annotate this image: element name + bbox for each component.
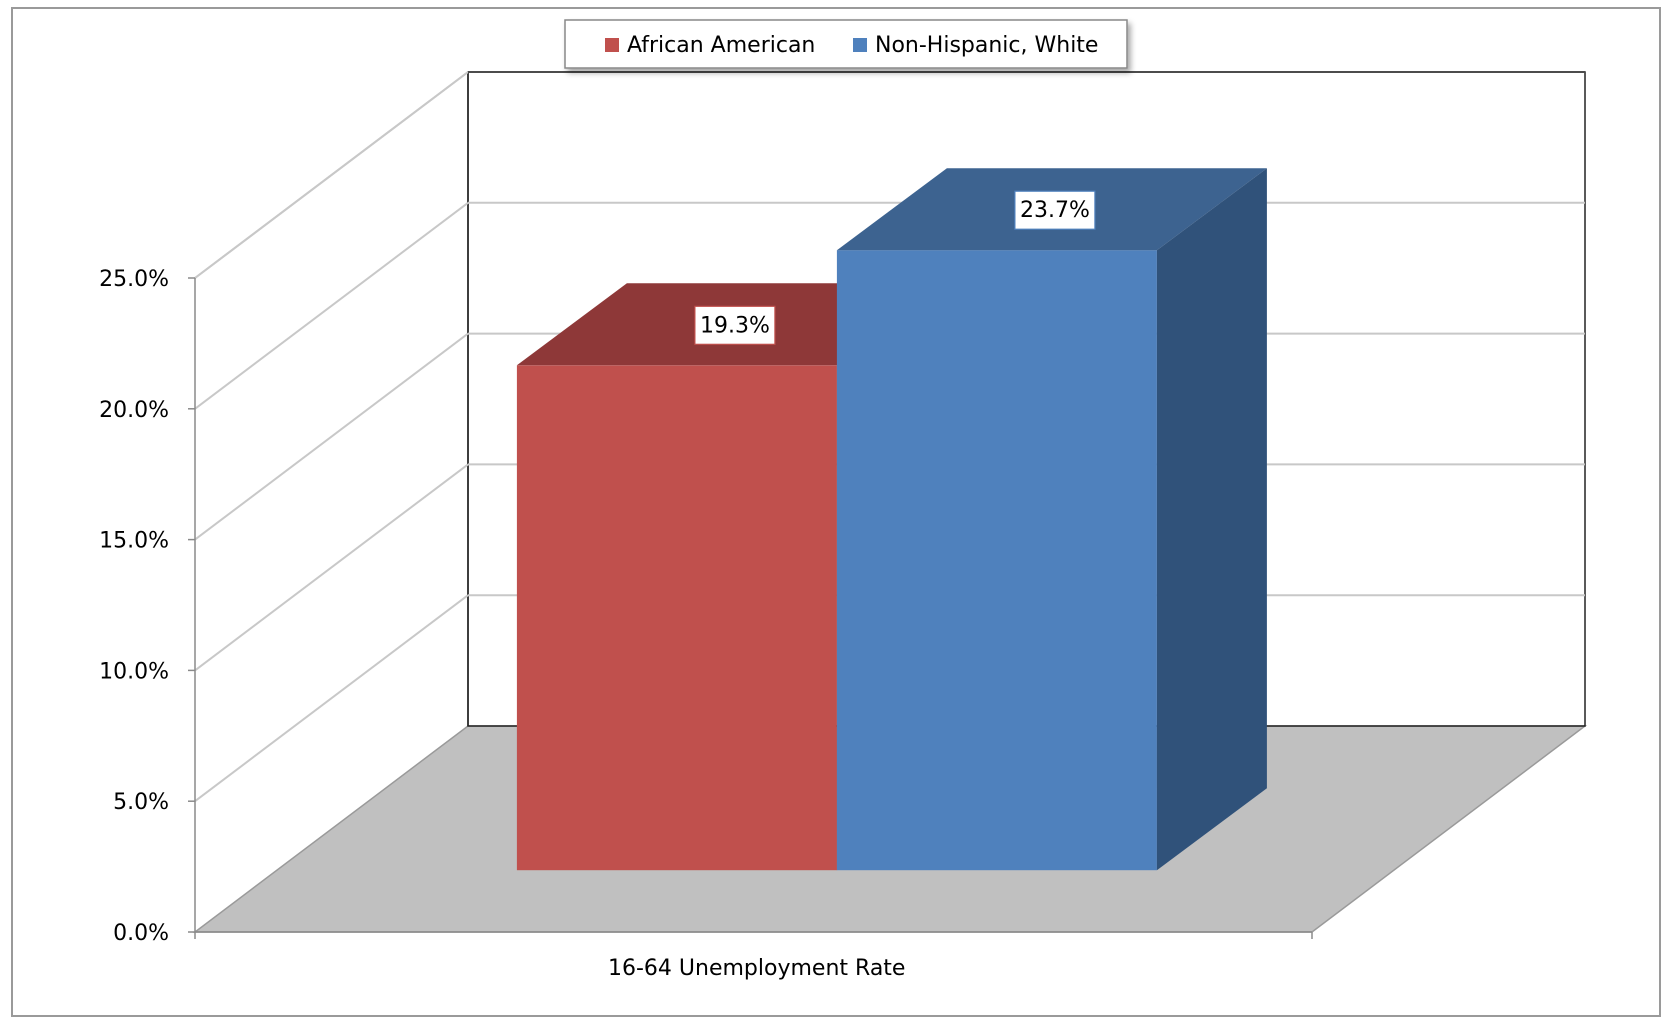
legend-box [564, 19, 1128, 69]
legend-swatch-african-american [605, 38, 619, 52]
axis-layer [188, 277, 1313, 939]
bar-front-african-american [516, 365, 837, 871]
side-gridline [194, 202, 469, 410]
category-label: 16-64 Unemployment Rate [608, 956, 905, 981]
y-tick-label: 10.0% [99, 659, 169, 684]
legend-label-non-hispanic-white: Non-Hispanic, White [875, 33, 1098, 58]
bar-front-non-hispanic-white [836, 250, 1157, 871]
y-tick-label: 25.0% [99, 267, 169, 292]
data-label-box-african-american [694, 305, 776, 345]
data-label-box-non-hispanic-white [1014, 190, 1096, 230]
y-tick-label: 0.0% [113, 921, 169, 946]
legend: African American Non-Hispanic, White [564, 19, 1128, 69]
side-gridline [194, 463, 469, 672]
bar-side-non-hispanic-white [1156, 168, 1267, 871]
data-label-non-hispanic-white: 23.7% [1020, 198, 1090, 223]
y-tick-label: 20.0% [99, 398, 169, 423]
side-gridline-top [194, 71, 469, 279]
y-tick-label: 15.0% [99, 529, 169, 554]
side-gridline [194, 332, 469, 541]
side-gridline [194, 594, 469, 802]
y-tick-label: 5.0% [113, 790, 169, 815]
labels-layer: 0.0% 5.0% 10.0% 15.0% 20.0% 25.0% 19.3% 23.7% [99, 190, 1096, 946]
legend-swatch-non-hispanic-white [853, 38, 867, 52]
legend-label-african-american: African American [627, 33, 815, 58]
data-label-african-american: 19.3% [700, 313, 770, 338]
